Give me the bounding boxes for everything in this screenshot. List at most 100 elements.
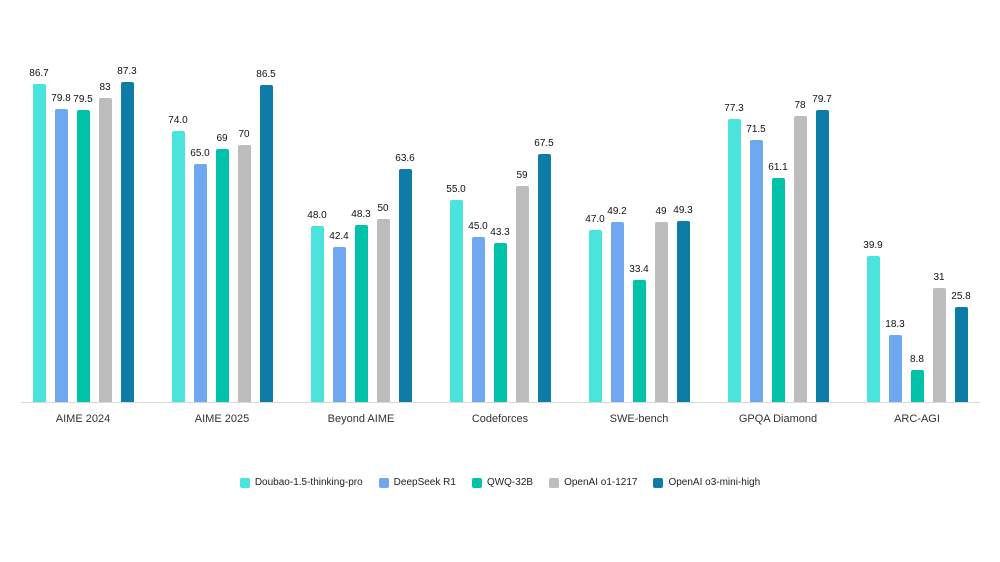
bar [793, 116, 807, 402]
bar-value-label: 49.3 [673, 205, 693, 216]
bar-slot: 83 [98, 72, 112, 402]
bar-slot: 79.5 [73, 72, 93, 402]
bar-slot: 65.0 [190, 72, 210, 402]
bar-value-label: 86.7 [29, 68, 49, 79]
bar-group: 55.0 45.0 43.3 59 67.5 Codeforces [446, 72, 554, 425]
bar-value-label: 87.3 [117, 66, 137, 77]
bar-value-label: 50 [377, 203, 389, 214]
bar [515, 186, 529, 402]
bar [376, 219, 390, 402]
bar-value-label: 18.3 [885, 319, 905, 330]
bar-slot: 49.2 [607, 72, 627, 402]
bar [910, 370, 924, 402]
bar-slot: 43.3 [490, 72, 510, 402]
bar [332, 247, 346, 402]
category-label: Beyond AIME [327, 413, 395, 425]
bar [237, 145, 251, 402]
legend-item: QWQ-32B [471, 477, 533, 488]
legend-item: DeepSeek R1 [378, 477, 456, 488]
bar [32, 84, 46, 402]
bar-value-label: 43.3 [490, 227, 510, 238]
bar [310, 226, 324, 402]
category-label: SWE-bench [609, 413, 669, 425]
bar [610, 222, 624, 402]
legend-label: DeepSeek R1 [393, 477, 456, 488]
bar-slot: 55.0 [446, 72, 466, 402]
legend-item: OpenAI o3-mini-high [653, 477, 760, 488]
bar-value-label: 86.5 [256, 69, 276, 80]
bar [259, 85, 273, 402]
bar-slot: 61.1 [768, 72, 788, 402]
bar [471, 237, 485, 402]
bar-value-label: 45.0 [468, 221, 488, 232]
bar [749, 140, 763, 402]
bar-group: 86.7 79.8 79.5 83 87.3 AIME 2024 [29, 66, 137, 425]
category-label: AIME 2024 [55, 413, 111, 425]
bar-value-label: 79.8 [51, 93, 71, 104]
bar [193, 164, 207, 402]
bar-slot: 48.0 [307, 72, 327, 402]
bar-group: 77.3 71.5 61.1 78 79.7 GPQA Diamond [724, 72, 832, 425]
legend-item: Doubao-1.5-thinking-pro [239, 477, 363, 488]
bar [54, 109, 68, 402]
bar-value-label: 79.7 [812, 94, 832, 105]
bar-value-label: 63.6 [395, 153, 415, 164]
bar-slot: 70 [237, 72, 251, 402]
bar-group-bars: 55.0 45.0 43.3 59 67.5 [446, 72, 554, 402]
bar-value-label: 77.3 [724, 103, 744, 114]
category-label: Codeforces [471, 413, 529, 425]
bar [354, 225, 368, 402]
bar-value-label: 47.0 [585, 214, 605, 225]
bar-slot: 45.0 [468, 72, 488, 402]
legend-label: Doubao-1.5-thinking-pro [254, 477, 363, 488]
bar-value-label: 8.8 [910, 354, 924, 365]
bar-value-label: 65.0 [190, 148, 210, 159]
legend: Doubao-1.5-thinking-pro DeepSeek R1 QWQ-32… [33, 477, 968, 488]
bar-slot: 63.6 [395, 72, 415, 402]
bar-slot: 47.0 [585, 72, 605, 402]
bar-value-label: 71.5 [746, 124, 766, 135]
bar-slot: 39.9 [863, 72, 883, 402]
category-label: AIME 2025 [194, 413, 250, 425]
category-label: ARC-AGI [894, 413, 940, 425]
bar-value-label: 67.5 [534, 138, 554, 149]
legend-swatch [239, 477, 250, 488]
bar-value-label: 49 [655, 206, 667, 217]
bar-value-label: 59 [516, 170, 528, 181]
bar [493, 243, 507, 402]
bar-slot: 74.0 [168, 72, 188, 402]
plot-area: 86.7 79.8 79.5 83 87.3 AIME 2024 74.0 65.0 69 70 8… [20, 66, 980, 425]
bar [654, 222, 668, 402]
bar-slot: 49.3 [673, 72, 693, 402]
bar-value-label: 49.2 [607, 206, 627, 217]
bar-group: 74.0 65.0 69 70 86.5 AIME 2025 [168, 69, 276, 425]
bar [537, 154, 551, 402]
bar-value-label: 83 [99, 82, 111, 93]
bar [676, 221, 690, 402]
bar-slot: 18.3 [885, 72, 905, 402]
legend-item: OpenAI o1-1217 [549, 477, 637, 488]
bar [588, 230, 602, 402]
bar-group-bars: 47.0 49.2 33.4 49 49.3 [585, 72, 693, 402]
bar-slot: 67.5 [534, 72, 554, 402]
bar-slot: 49 [654, 72, 668, 402]
bar [866, 256, 880, 402]
bar-slot: 25.8 [951, 72, 971, 402]
bar-slot: 78 [793, 72, 807, 402]
legend-swatch [549, 477, 560, 488]
bar-value-label: 78 [794, 100, 806, 111]
bar-group: 47.0 49.2 33.4 49 49.3 SWE-bench [585, 72, 693, 425]
bar-value-label: 39.9 [863, 240, 883, 251]
legend-label: OpenAI o3-mini-high [668, 477, 761, 488]
bar [815, 110, 829, 402]
bar-slot: 86.5 [256, 69, 276, 402]
bar-slot: 8.8 [910, 72, 924, 402]
bar-slot: 71.5 [746, 72, 766, 402]
bar-slot: 69 [215, 72, 229, 402]
legend-swatch [378, 477, 389, 488]
bar-value-label: 48.3 [351, 209, 371, 220]
bar-slot: 86.7 [29, 68, 49, 402]
bar [76, 110, 90, 402]
bar-group-bars: 74.0 65.0 69 70 86.5 [168, 69, 276, 402]
bar-group-bars: 86.7 79.8 79.5 83 87.3 [29, 66, 137, 402]
